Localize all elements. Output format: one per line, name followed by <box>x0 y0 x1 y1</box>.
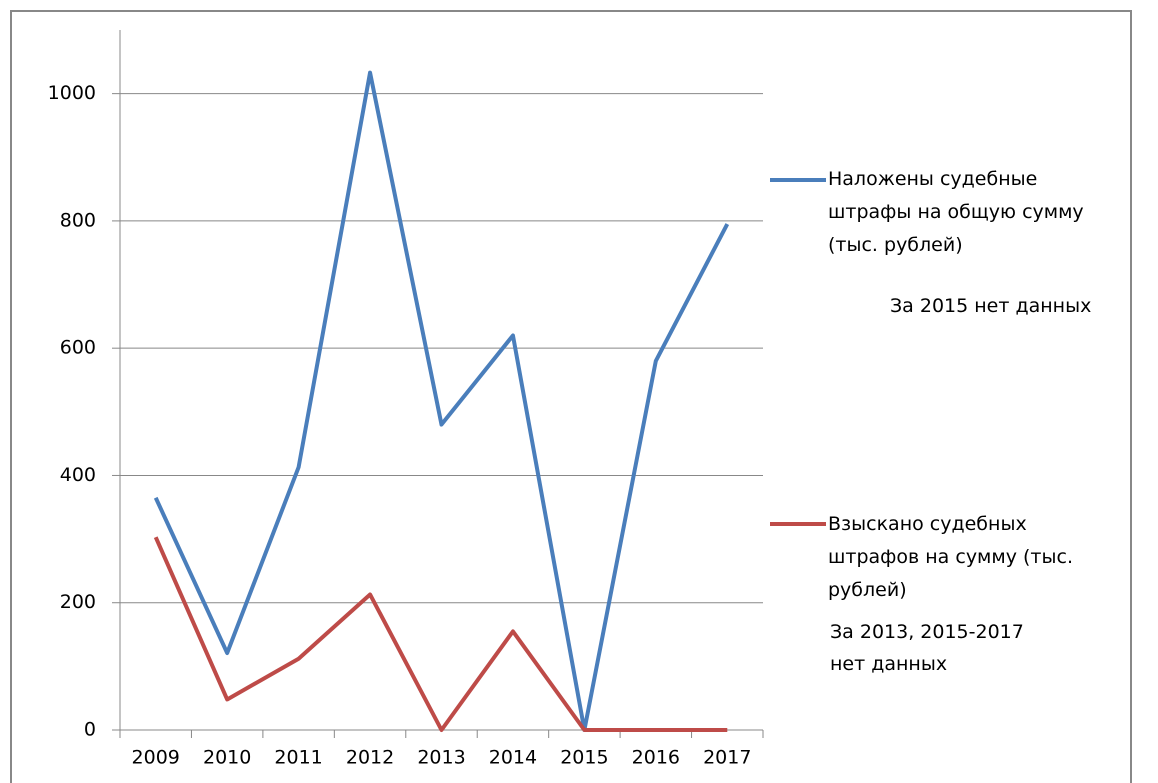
legend-label: Наложены судебные штрафы на общую сумму … <box>828 168 1084 256</box>
x-tick-label: 2009 <box>132 747 180 769</box>
legend-label: Взыскано судебных штрафов на сумму (тыс.… <box>828 513 1073 601</box>
x-tick-label: 2010 <box>203 747 251 769</box>
x-tick-label: 2011 <box>274 747 322 769</box>
y-tick-label: 0 <box>84 719 96 741</box>
y-tick-label: 800 <box>60 209 96 231</box>
y-tick-label: 400 <box>60 464 96 486</box>
y-tick-label: 1000 <box>48 82 96 104</box>
annotation: За 2015 нет данных <box>890 295 1092 317</box>
frame <box>10 10 1132 783</box>
y-tick-label: 200 <box>60 591 96 613</box>
x-tick-label: 2016 <box>632 747 680 769</box>
x-tick-label: 2017 <box>703 747 751 769</box>
x-tick-label: 2013 <box>417 747 465 769</box>
y-tick-label: 600 <box>60 337 96 359</box>
x-tick-label: 2014 <box>489 747 537 769</box>
x-tick-label: 2015 <box>560 747 608 769</box>
series-line <box>153 70 730 732</box>
x-tick-label: 2012 <box>346 747 394 769</box>
annotation: За 2013, 2015-2017 нет данных <box>830 621 1024 675</box>
series-line <box>153 536 728 732</box>
